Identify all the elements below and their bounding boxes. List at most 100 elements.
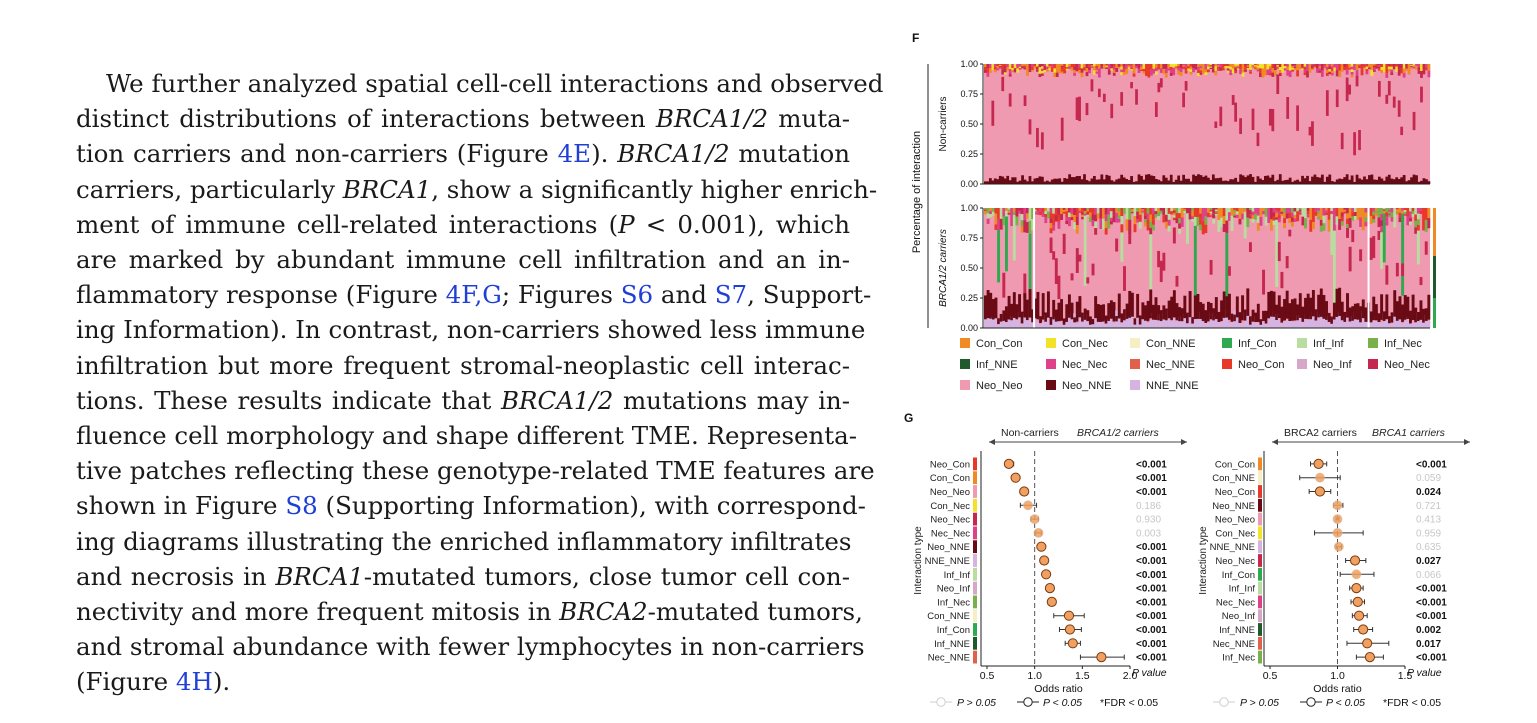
f-bar-segment-neo-nne (1120, 174, 1124, 184)
f-bar-segment-top (1211, 64, 1215, 69)
g-point (1067, 638, 1078, 649)
f-bar-segment-nne (1395, 320, 1399, 328)
figure-reference-link[interactable]: 4E (557, 139, 592, 169)
f-bar-segment-top (1388, 211, 1391, 214)
f-bar-segment-top (986, 213, 990, 219)
f-bar-segment-top (1117, 211, 1121, 216)
f-bar-segment-top (1094, 214, 1098, 222)
f-bar-segment-top (1157, 212, 1161, 217)
f-bar-segment-top (1004, 213, 1008, 217)
f-bar-segment-top (1145, 64, 1148, 70)
f-bar-segment-top (1197, 72, 1200, 76)
f-bar-segment-top (1338, 218, 1342, 230)
f-bar-segment-top (1353, 211, 1357, 216)
f-bar-segment-top (1154, 208, 1158, 212)
f-bar-segment-top (1380, 70, 1384, 74)
f-bar-segment-nne (1015, 311, 1019, 328)
f-bar-segment-top (1317, 208, 1321, 211)
f-bar-segment-top (1226, 70, 1230, 73)
f-bar-segment-top (1241, 213, 1245, 220)
g-point (1332, 500, 1343, 511)
f-bar-segment-neo-nne (1162, 305, 1166, 320)
f-bar-segment-top (1178, 213, 1182, 219)
f-bar-segment-neo-nne (1356, 303, 1360, 320)
figure-reference-link[interactable]: S6 (620, 280, 654, 310)
f-bar-segment-nne (1204, 321, 1208, 328)
f-bar-segment-top (1291, 64, 1295, 66)
f-bar-segment-top (1275, 208, 1279, 211)
f-bar-segment-top (1296, 70, 1299, 77)
f-bar-segment-neo-nne (1159, 310, 1163, 322)
f-bar-segment-nne (1062, 322, 1066, 328)
f-bar-segment-top (1345, 64, 1349, 70)
f-bar-segment-neo-nne (1268, 177, 1272, 184)
g-row-label: Neo_Nec (930, 515, 970, 526)
f-bar-segment-top (1244, 65, 1247, 68)
f-bar-segment-top (1075, 64, 1079, 68)
f-bar-segment-top (1293, 214, 1297, 219)
figure-reference-link[interactable]: 4H (175, 667, 213, 697)
f-bar-segment-top (1271, 72, 1275, 77)
f-bar-segment-neo-nne (1040, 176, 1044, 184)
f-bar-segment-neo-nne (1325, 176, 1329, 184)
f-bar-segment-top (1020, 208, 1024, 215)
f-bar-segment-nne (1351, 315, 1355, 328)
f-bar-segment-neo-nne (1412, 174, 1416, 184)
f-bar-segment-nne (1359, 322, 1363, 328)
f-bar-segment-top (1167, 66, 1171, 69)
paragraph-line: ing Information). In contrast, non-carri… (76, 312, 865, 347)
f-bar-segment-top (1110, 66, 1114, 69)
f-bar-segment-top (1410, 65, 1413, 67)
f-bar-segment-top (1002, 216, 1006, 226)
f-bar-segment-top (1311, 215, 1315, 223)
f-bar-segment-mid (1397, 100, 1401, 117)
f-bar-segment-mid (1286, 97, 1290, 119)
f-bar-segment-top (1264, 216, 1268, 226)
f-bar-segment-top (1149, 208, 1153, 215)
f-bar-segment-top (1343, 208, 1347, 210)
f-bar-segment-neo-nne (1115, 179, 1119, 184)
f-bar-segment-top (1172, 215, 1176, 218)
f-bar-segment-top (1102, 208, 1105, 219)
g-row-label: Neo_Inf (937, 584, 971, 595)
f-bar-segment-mid (1085, 102, 1089, 116)
f-bar-segment-top (1318, 68, 1322, 71)
g-arrow-head-right (1464, 439, 1470, 445)
f-bar-segment-top (1268, 70, 1272, 74)
f-bar-segment-top (1018, 208, 1022, 211)
f-bar-segment-neo-nne (1011, 177, 1015, 184)
f-bar-segment-immune (1120, 232, 1124, 262)
f-bar-segment-top (1199, 219, 1203, 225)
f-bar-segment-nne (1419, 317, 1423, 328)
f-bar-segment-top (1293, 66, 1297, 69)
f-bar-segment-top (1164, 68, 1168, 74)
f-bar-segment-neo-nne (1115, 316, 1119, 322)
g-point (1096, 652, 1107, 663)
f-bar-segment-nne (1374, 316, 1378, 328)
f-bar-segment-top (1189, 66, 1193, 70)
f-bar-segment-top (1243, 210, 1247, 212)
figure-reference-link[interactable]: 4F,G (445, 280, 502, 310)
f-bar-segment-nne (1390, 318, 1394, 328)
f-bar-segment-top (1086, 211, 1090, 214)
figure-reference-link[interactable]: S8 (285, 491, 318, 521)
paragraph-line: ing diagrams illustrating the enriched i… (76, 524, 851, 559)
figure-reference-link[interactable]: S7 (714, 280, 748, 310)
f-bar-segment-top (1272, 220, 1276, 225)
f-bar-segment-nne (1288, 319, 1292, 328)
f-bar-segment-top (1023, 67, 1027, 70)
f-bar-segment-top (1311, 64, 1314, 66)
f-bar-segment-top (1125, 68, 1129, 74)
g-row-label: NNE_NNE (925, 556, 970, 567)
f-bar-segment-neo-nne (1107, 175, 1111, 184)
f-bar-segment-top (1188, 213, 1192, 220)
f-bar-segment-top (1359, 217, 1363, 227)
f-bar-segment-top (1130, 210, 1134, 212)
f-bar-segment-top (1293, 68, 1297, 70)
f-bar-segment-top (1346, 213, 1349, 219)
f-bar-segment-top (997, 219, 1001, 231)
f-bar-segment-top (1395, 213, 1399, 215)
f-bar-segment-top (1325, 210, 1328, 213)
f-bar-segment-top (1031, 69, 1034, 72)
f-bar-segment-neo-nne (1264, 310, 1268, 324)
